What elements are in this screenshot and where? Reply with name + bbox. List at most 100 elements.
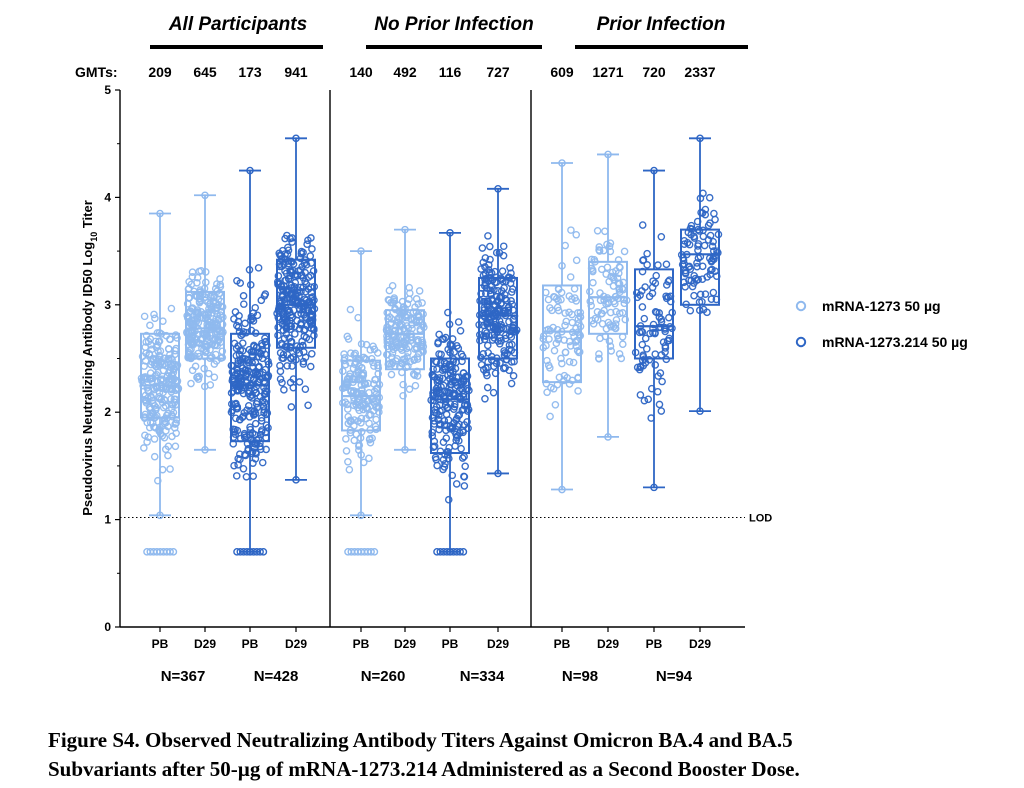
data-point [655, 309, 664, 317]
data-point [164, 442, 173, 451]
data-point [162, 427, 170, 435]
data-point [452, 433, 461, 442]
data-point [508, 300, 517, 309]
data-point [560, 371, 569, 380]
data-point [601, 227, 609, 236]
data-point [455, 386, 464, 395]
data-point [249, 472, 258, 480]
data-point [561, 241, 570, 250]
data-point [615, 350, 624, 358]
data-point [693, 259, 701, 267]
data-point [260, 406, 269, 414]
n-label: N=334 [460, 668, 505, 685]
data-point [507, 379, 516, 388]
data-point [487, 269, 496, 278]
data-point [621, 315, 630, 324]
data-point [360, 380, 369, 389]
data-point [449, 389, 458, 397]
data-point [276, 375, 285, 383]
data-point [274, 272, 283, 280]
data-point [168, 404, 176, 413]
data-point [248, 358, 256, 367]
data-point [281, 234, 289, 243]
data-point [640, 396, 649, 405]
data-point [662, 294, 671, 303]
data-point [187, 280, 196, 289]
data-point [603, 263, 612, 272]
data-point [349, 401, 358, 410]
data-point [286, 290, 295, 298]
box-group [475, 185, 521, 478]
data-point [151, 423, 159, 431]
data-point [456, 326, 465, 335]
data-point [371, 376, 380, 384]
data-point [161, 396, 170, 405]
gmt-value: 173 [238, 64, 262, 80]
gmt-value: 140 [349, 64, 373, 80]
data-point [595, 350, 603, 358]
data-point [195, 352, 204, 361]
data-point [235, 312, 243, 320]
data-point [457, 350, 466, 359]
data-point [237, 361, 245, 370]
data-point [194, 310, 202, 318]
n-label: N=94 [656, 668, 693, 685]
data-point [140, 312, 149, 321]
data-point [637, 327, 645, 336]
data-point [442, 426, 450, 435]
data-point [239, 412, 248, 421]
data-point [649, 320, 658, 329]
floor-point [169, 548, 178, 556]
data-point [299, 273, 308, 282]
data-point [615, 309, 624, 318]
iqr-box [185, 290, 225, 360]
data-point [142, 397, 150, 405]
data-point [344, 335, 353, 343]
data-point [561, 348, 570, 357]
caption-line-1: Figure S4. Observed Neutralizing Antibod… [48, 728, 793, 752]
data-point [342, 435, 350, 443]
x-tick-label: PB [442, 637, 459, 651]
data-point [218, 347, 227, 356]
data-point [641, 334, 650, 343]
data-point [365, 397, 373, 405]
data-point [492, 359, 501, 368]
data-point [460, 482, 469, 490]
x-tick-label: PB [242, 637, 259, 651]
data-point [383, 350, 392, 359]
data-point [480, 335, 489, 344]
data-point [251, 303, 260, 312]
data-point [636, 391, 645, 399]
data-point [188, 273, 197, 281]
data-point [595, 243, 604, 251]
x-tick-label: PB [353, 637, 370, 651]
data-point [367, 354, 376, 363]
data-point [444, 495, 453, 504]
data-point [701, 290, 710, 298]
data-point [699, 232, 708, 241]
data-point [231, 414, 240, 423]
data-point [498, 267, 507, 275]
data-point [173, 334, 181, 342]
data-point [216, 275, 224, 283]
data-point [152, 405, 160, 414]
data-point [359, 371, 368, 380]
data-point [203, 338, 212, 346]
data-point [274, 323, 282, 332]
data-point [344, 457, 352, 466]
data-point [678, 260, 687, 269]
data-point [387, 315, 396, 323]
data-point [371, 400, 379, 408]
box-group [227, 166, 273, 556]
data-point [280, 334, 289, 343]
data-point [706, 231, 715, 240]
data-point [549, 384, 558, 393]
data-point [598, 319, 607, 328]
data-point [350, 416, 359, 424]
data-point [301, 385, 310, 393]
box-group [273, 134, 319, 484]
data-point [282, 330, 291, 338]
data-point [450, 348, 459, 356]
data-point [305, 335, 314, 344]
data-point [192, 312, 200, 320]
